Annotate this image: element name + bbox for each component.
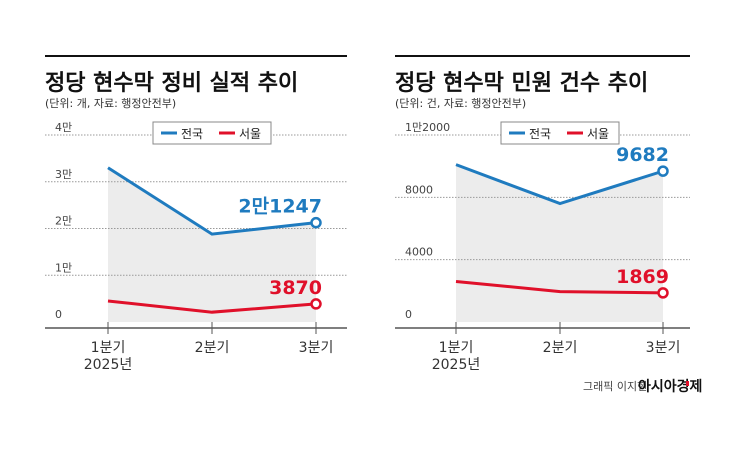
- y-tick-label: 4000: [405, 246, 433, 259]
- legend-label: 서울: [239, 127, 261, 141]
- chart-title: 정당 현수막 정비 실적 추이: [45, 71, 298, 96]
- data-label: 1869: [616, 266, 669, 288]
- data-point: [657, 165, 669, 177]
- chart-panel-2: 정당 현수막 민원 건수 추이(단위: 건, 자료: 행정안전부) 0 4000 80…: [395, 55, 690, 373]
- x-tick-label: 2분기: [195, 340, 230, 356]
- chart-title: 정당 현수막 민원 건수 추이: [395, 71, 648, 96]
- data-label: 9682: [616, 144, 669, 166]
- chart-subtitle: (단위: 건, 자료: 행정안전부): [395, 97, 526, 110]
- series-line-2: [107, 299, 317, 314]
- area-fill: [456, 164, 663, 322]
- x-tick-label: 2분기: [543, 340, 578, 356]
- year-label: 2025년: [84, 357, 133, 373]
- series-line-2: [455, 279, 664, 295]
- x-tick-label: 1분기: [439, 340, 474, 356]
- data-point: [310, 298, 322, 310]
- x-tick-label: 3분기: [646, 340, 681, 356]
- data-point: [657, 287, 669, 299]
- y-tick-label: 3만: [55, 168, 72, 181]
- chart-panel-1: 정당 현수막 정비 실적 추이(단위: 개, 자료: 행정안전부) 0 1만 2만 3만…: [45, 55, 347, 373]
- year-label: 2025년: [432, 357, 481, 373]
- legend: [500, 121, 620, 145]
- data-label: 3870: [269, 277, 322, 299]
- y-tick-label: 0: [55, 308, 62, 321]
- brand-mark: [686, 381, 689, 386]
- legend-label: 서울: [587, 127, 609, 141]
- y-tick-label: 0: [405, 308, 412, 321]
- data-point: [310, 216, 322, 229]
- x-tick-label: 1분기: [91, 340, 126, 356]
- legend-label: 전국: [529, 127, 551, 141]
- y-tick-label: 4만: [55, 121, 72, 134]
- legend-label: 전국: [181, 127, 203, 141]
- chart-subtitle: (단위: 개, 자료: 행정안전부): [45, 97, 176, 110]
- series-line-1: [455, 163, 664, 206]
- series-line-1: [107, 166, 317, 236]
- y-tick-label: 1만: [55, 261, 72, 274]
- y-tick-label: 1만2000: [405, 121, 450, 134]
- x-tick-label: 3분기: [299, 340, 334, 356]
- legend: [152, 121, 272, 145]
- data-label: 2만1247: [238, 196, 322, 218]
- y-tick-label: 8000: [405, 183, 433, 196]
- area-fill: [108, 167, 316, 322]
- brand-logo: 아시아경제: [638, 378, 702, 395]
- y-tick-label: 2만: [55, 215, 72, 228]
- credit: 그래픽 이지현: [583, 380, 647, 393]
